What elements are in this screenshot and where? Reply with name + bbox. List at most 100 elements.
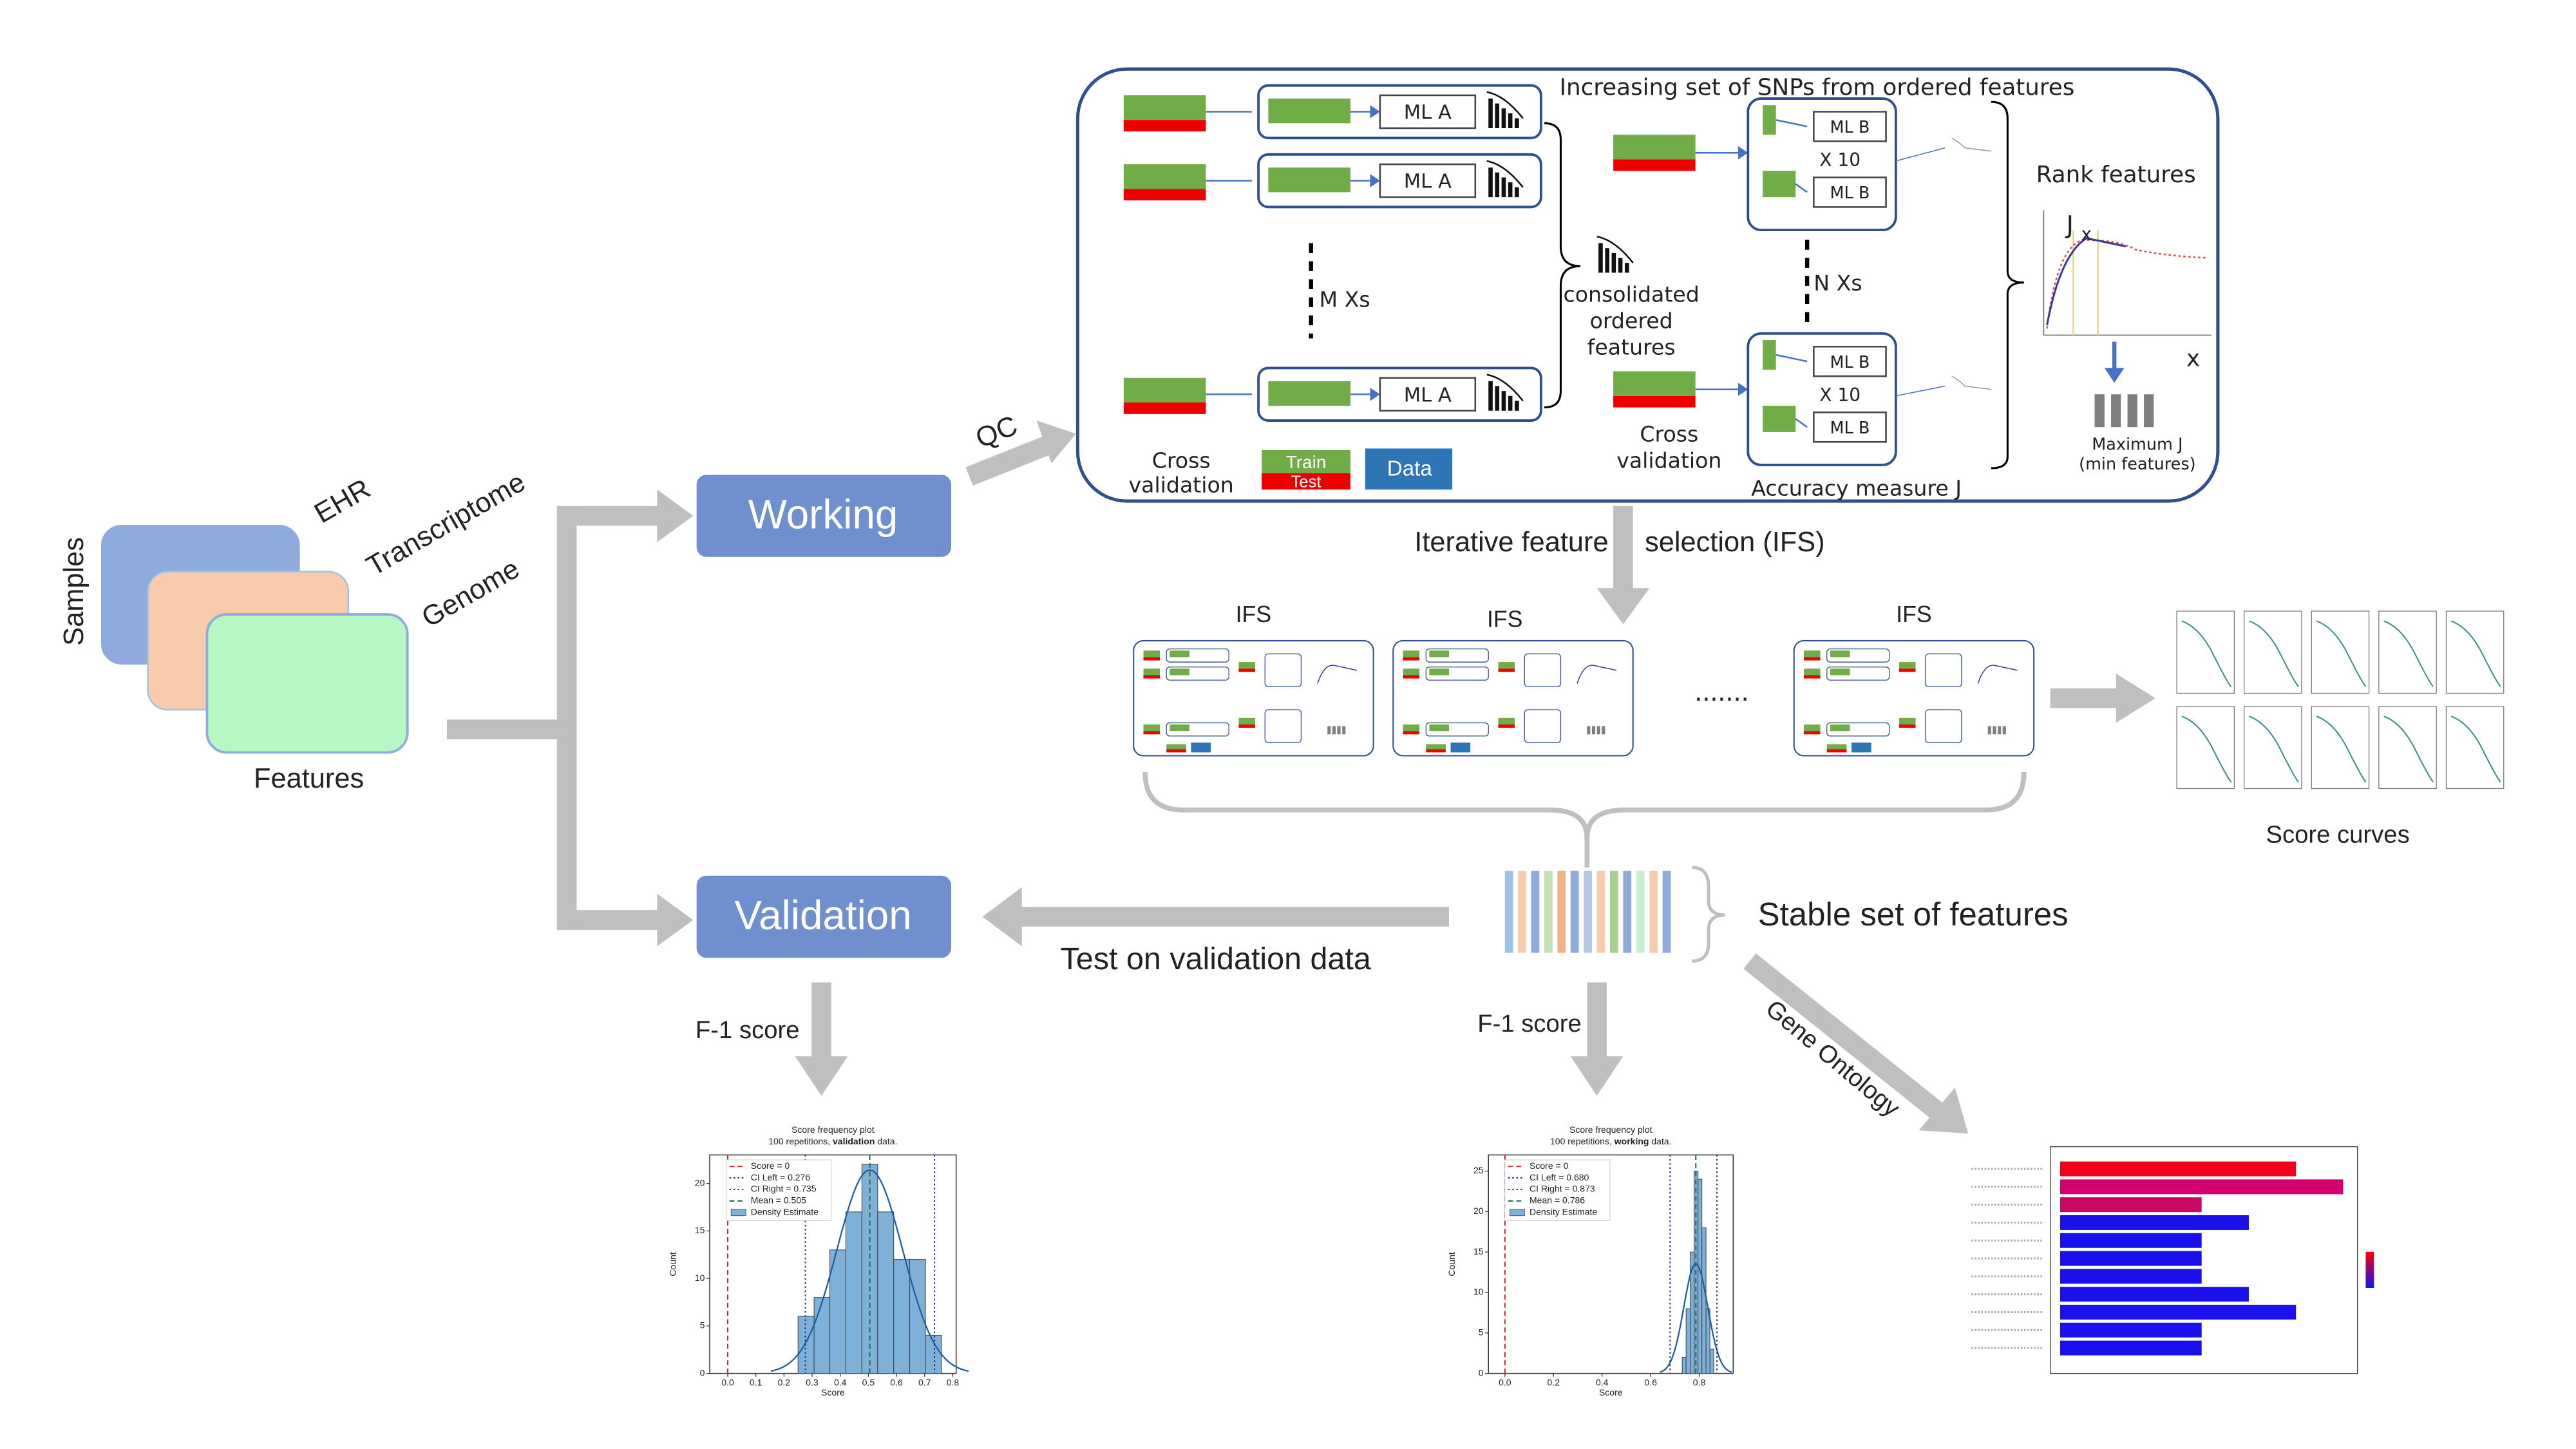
thumb-train	[1143, 668, 1160, 676]
polygon-shape	[657, 489, 694, 542]
subtitle-part: 100 repetitions,	[1550, 1136, 1615, 1146]
rect-shape	[1613, 159, 1696, 171]
path-shape	[1991, 100, 2024, 469]
go-bar	[2060, 1197, 2202, 1213]
rank-chart	[2043, 210, 2211, 336]
thumb-box	[1925, 709, 1962, 743]
thumb-bar	[1337, 726, 1341, 735]
feature-bar	[1662, 871, 1671, 953]
ml-a-row: ML A	[1123, 153, 1542, 209]
mini-plot	[2176, 706, 2235, 790]
thumb-train	[1429, 724, 1449, 732]
thumb-curve	[1577, 665, 1617, 684]
rank-icon-bar	[1488, 99, 1493, 128]
histogram-bar	[1681, 1357, 1687, 1374]
rank-icon-bar	[1501, 391, 1506, 411]
y-axis-label: Count	[1446, 1252, 1457, 1276]
connector	[1795, 183, 1808, 193]
consolidated-label: consolidated	[1563, 282, 1699, 307]
subtitle-part: validation	[833, 1136, 875, 1146]
thumb-data	[1852, 743, 1871, 753]
rect-shape	[696, 475, 952, 557]
x-tick-label: 0.0	[721, 1378, 734, 1388]
plot-subtitle: 100 repetitions, validation data.	[768, 1136, 897, 1146]
rect-shape	[696, 875, 952, 958]
thumb-train	[1429, 668, 1449, 676]
rect-shape	[1262, 473, 1350, 490]
go-bar	[2060, 1179, 2344, 1195]
legend-swatch	[1510, 1209, 1525, 1217]
j-symbol: J	[2065, 211, 2074, 240]
feature-bar	[1518, 871, 1526, 953]
thumb-train	[1143, 724, 1160, 732]
thumb-box	[1264, 653, 1302, 687]
ifs-thumbnail	[1793, 639, 2035, 757]
plot-subtitle: 100 repetitions, working data.	[1550, 1136, 1672, 1146]
repeat-label: X 10	[1819, 384, 1861, 406]
rect-shape	[1365, 448, 1453, 490]
x-tick-label: 0.0	[1499, 1378, 1511, 1388]
consolidated-label: ordered	[1590, 308, 1673, 333]
arrow-head	[1370, 388, 1380, 401]
legend-swatch	[730, 1209, 746, 1217]
stable-features	[1504, 871, 1671, 953]
rank-icon-line	[1596, 236, 1634, 263]
x-axis-label: Score	[1599, 1387, 1623, 1397]
thumb-train	[1804, 724, 1821, 732]
validation-box: Validation	[696, 875, 952, 958]
thumb-test	[1166, 749, 1186, 753]
mini-plot	[2244, 611, 2302, 694]
feature-bar	[1504, 871, 1513, 953]
mini-curve	[2383, 715, 2434, 782]
thumb-test	[1403, 657, 1420, 661]
rect-shape	[205, 613, 409, 754]
histogram-bar	[877, 1211, 895, 1374]
thumb-bar	[1596, 726, 1600, 735]
go-bar	[2060, 1322, 2202, 1338]
model-label: ML B	[1830, 118, 1870, 137]
repeat-m: M Xs	[1319, 287, 1370, 312]
rank-icon-bar	[1624, 263, 1629, 273]
thumb-test	[1804, 675, 1821, 679]
legend-entry: Density Estimate	[1530, 1206, 1597, 1217]
mini-curve	[2181, 715, 2232, 782]
feature-bar	[1649, 871, 1658, 953]
consolidated-label: features	[1587, 334, 1676, 359]
polygon-shape	[2104, 368, 2125, 383]
thumb-bar	[1591, 726, 1596, 735]
path-shape	[1951, 375, 1991, 390]
plot-title: Score frequency plot	[791, 1124, 875, 1135]
rank-icon-bar	[1605, 248, 1609, 273]
line-shape	[1895, 147, 1946, 162]
ifs-thumbnail	[1392, 639, 1634, 757]
train-block	[1763, 171, 1796, 198]
thumb-train	[1804, 668, 1821, 676]
mini-curve	[2450, 620, 2501, 687]
subtitle-part: data.	[1649, 1136, 1671, 1146]
x-tick-label: 0.4	[1596, 1378, 1609, 1388]
rect-shape	[1613, 395, 1696, 408]
thumb-train	[1498, 717, 1515, 724]
rank-icon-bar	[1515, 401, 1519, 411]
thumb-bar	[1998, 726, 2002, 735]
thumb-test	[1899, 668, 1916, 672]
mini-plot	[2378, 706, 2437, 790]
thumb-test	[1403, 731, 1420, 735]
y-tick-label: 20	[1473, 1206, 1484, 1216]
histogram-bar	[1685, 1308, 1691, 1374]
subtitle-part: 100 repetitions,	[768, 1136, 833, 1146]
model-label: ML B	[1830, 353, 1870, 372]
cross-validation-label: Cross	[1152, 448, 1211, 473]
go-bar	[2060, 1215, 2249, 1230]
thumb-bar	[1587, 726, 1591, 735]
rect-shape	[2127, 394, 2137, 428]
thumb-train	[1170, 724, 1189, 732]
train-block	[1268, 167, 1350, 193]
histogram-bar	[797, 1316, 815, 1374]
model-box	[1813, 345, 1887, 377]
thumb-train	[1166, 744, 1186, 750]
feature-bar	[1596, 871, 1605, 953]
path-shape	[1544, 122, 1581, 409]
